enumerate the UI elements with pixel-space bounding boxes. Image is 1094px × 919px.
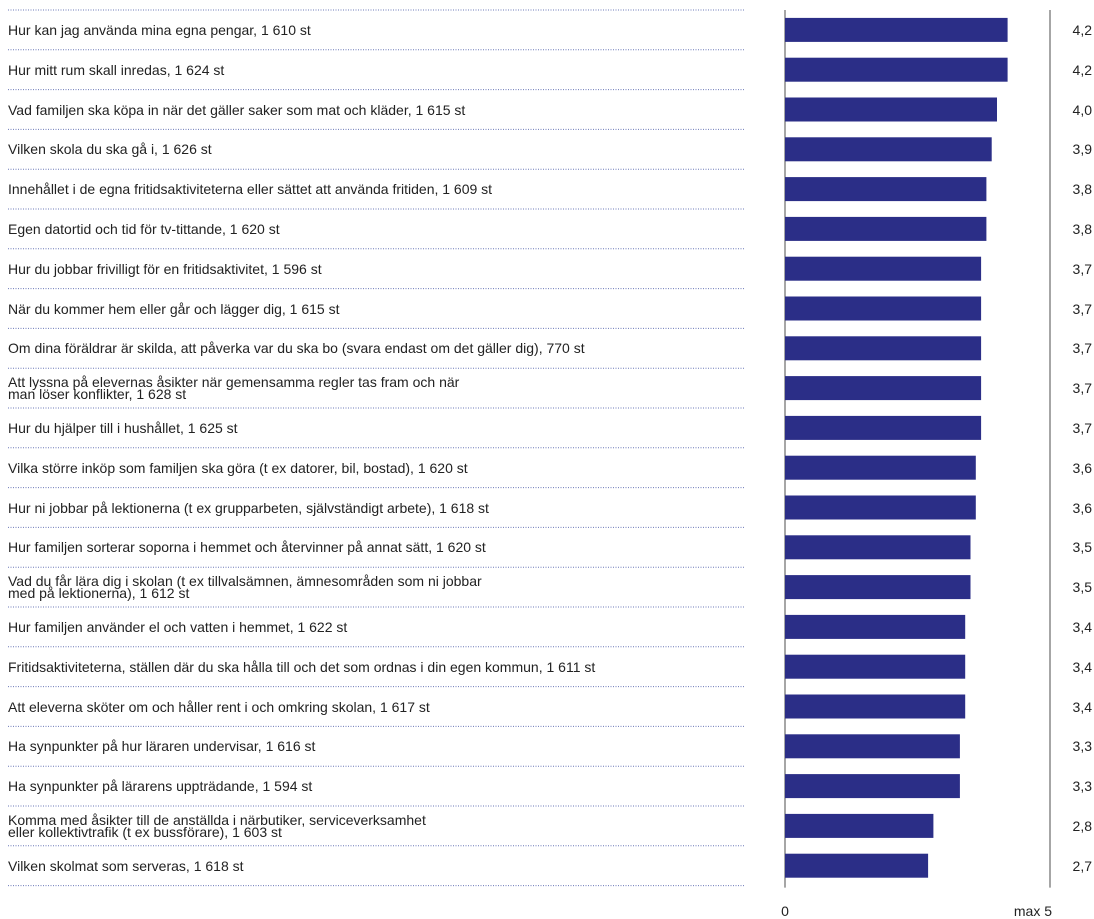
value-label: 3,5 [1072,539,1092,556]
value-label: 3,3 [1072,778,1092,795]
bar [785,535,971,560]
value-label: 3,3 [1072,738,1092,755]
category-label: Hur ni jobbar på lektionerna (t ex grupp… [8,499,489,516]
bar [785,495,976,520]
value-label: 3,6 [1072,459,1092,476]
value-label: 3,7 [1072,340,1092,357]
value-label: 3,4 [1072,658,1092,675]
bar [785,415,982,440]
bar [785,694,966,719]
bar [785,137,992,162]
category-label: Hur familjen sorterar soporna i hemmet o… [8,539,486,556]
value-label: 3,7 [1072,380,1092,397]
category-label: När du kommer hem eller går och lägger d… [8,300,340,317]
value-label: 3,7 [1072,419,1092,436]
category-label: Hur mitt rum skall inredas, 1 624 st [8,61,225,78]
value-label: 3,8 [1072,181,1092,198]
category-label: Om dina föräldrar är skilda, att påverka… [8,340,585,357]
category-label: Komma med åsikter till de anställda i nä… [8,811,426,840]
value-label: 4,0 [1072,101,1092,118]
bar [785,614,966,639]
category-label: Vad du får lära dig i skolan (t ex tillv… [8,573,482,602]
bar [785,853,929,878]
bar [785,256,982,281]
value-label: 3,5 [1072,579,1092,596]
category-label: Vilken skola du ska gå i, 1 626 st [8,141,212,158]
bar [785,813,934,838]
category-label: Innehållet i de egna fritidsaktivitetern… [8,181,493,198]
category-label: Att lyssna på elevernas åsikter när geme… [8,374,460,403]
category-label: Vilken skolmat som serveras, 1 618 st [8,857,244,874]
bar [785,296,982,321]
bar [785,455,976,480]
value-label: 3,7 [1072,260,1092,277]
value-label: 3,7 [1072,300,1092,317]
bar [785,177,987,202]
category-label: Fritidsaktiviteterna, ställen där du ska… [8,658,596,675]
bar [785,774,960,799]
category-label: Att eleverna sköter om och håller rent i… [8,698,430,715]
bar [785,57,1008,82]
bar [785,336,982,361]
category-label: Hur kan jag använda mina egna pengar, 1 … [8,21,311,38]
value-label: 2,8 [1072,817,1092,834]
bar [785,734,960,759]
x-tick-label: 0 [781,903,789,919]
category-label: Hur du jobbar frivilligt för en fritidsa… [8,260,322,277]
value-label: 3,9 [1072,141,1092,158]
category-label: Hur familjen använder el och vatten i he… [8,618,348,635]
value-label: 3,8 [1072,220,1092,237]
bar [785,376,982,401]
bar [785,216,987,241]
x-tick-label: max 5 [1013,903,1052,919]
category-label: Vad familjen ska köpa in när det gäller … [8,101,466,118]
bar [785,97,997,122]
category-label: Vilka större inköp som familjen ska göra… [8,459,468,476]
bar [785,17,1008,42]
value-label: 3,6 [1072,499,1092,516]
value-label: 3,4 [1072,698,1092,715]
value-label: 4,2 [1072,61,1092,78]
bar [785,575,971,600]
value-label: 4,2 [1072,21,1092,38]
category-label: Ha synpunkter på hur läraren undervisar,… [8,738,316,755]
category-label: Ha synpunkter på lärarens uppträdande, 1… [8,778,313,795]
category-label: Hur du hjälper till i hushållet, 1 625 s… [8,419,238,436]
value-label: 2,7 [1072,857,1092,874]
bar [785,654,966,679]
category-label: Egen datortid och tid för tv-tittande, 1… [8,220,280,237]
value-label: 3,4 [1072,618,1092,635]
